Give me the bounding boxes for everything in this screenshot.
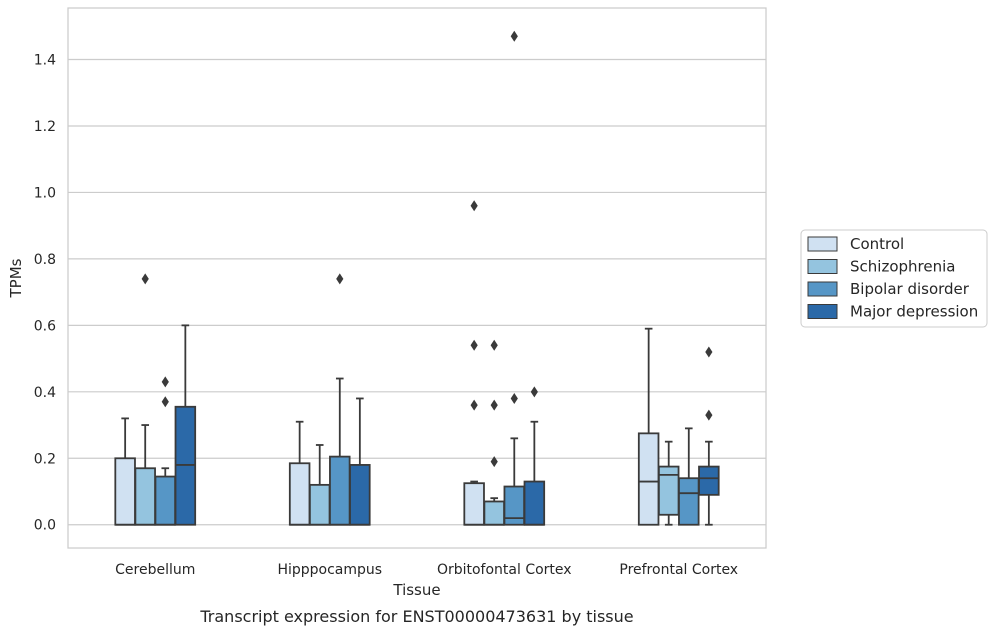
legend-label: Major depression [850, 303, 978, 321]
legend-label: Control [850, 235, 904, 253]
box [657, 465, 680, 516]
box [308, 483, 331, 526]
legend-label: Bipolar disorder [850, 280, 970, 298]
box-group [308, 444, 331, 526]
box [349, 464, 371, 526]
box-group [698, 346, 720, 526]
box-group [503, 30, 526, 526]
box-group [114, 417, 136, 526]
box [134, 467, 156, 526]
outlier-point [510, 392, 518, 404]
box-group [349, 397, 371, 526]
box [288, 462, 311, 526]
box [698, 465, 720, 496]
box [503, 485, 526, 526]
legend-label: Schizophrenia [850, 258, 955, 276]
outlier-point [470, 399, 478, 411]
legend-swatch [807, 259, 838, 274]
outlier-point [470, 200, 478, 212]
y-tick-label: 0.8 [34, 252, 56, 268]
box [463, 482, 485, 526]
legend-swatch [807, 304, 838, 319]
box-group [678, 427, 700, 526]
outlier-point [705, 346, 713, 358]
y-tick-labels: 0.0 0.2 0.4 0.6 0.8 1.0 1.2 1.4 [34, 53, 56, 534]
x-axis-title: Tissue [392, 581, 440, 599]
y-axis-title: TPMs [7, 258, 25, 298]
x-tick-labels: Cerebellum Hipppocampus Orbitofontal Corte… [115, 562, 738, 578]
outlier-point [141, 273, 149, 285]
y-tick-label: 0.4 [34, 385, 56, 401]
outlier-point [470, 339, 478, 351]
y-tick-label: 0.0 [34, 518, 56, 534]
box-group [174, 324, 197, 526]
y-tick-label: 1.2 [34, 119, 56, 135]
x-tick-label: Prefrontal Cortex [619, 562, 738, 578]
legend: Control Schizophrenia Bipolar disorder Majo… [800, 229, 988, 328]
box-group [657, 440, 680, 526]
x-tick-label: Cerebellum [115, 562, 195, 578]
outlier-point [490, 456, 498, 468]
box-group [134, 273, 156, 526]
box [483, 500, 505, 526]
box [637, 432, 660, 526]
y-tick-label: 1.0 [34, 185, 56, 201]
box-group [463, 200, 485, 526]
box [678, 477, 700, 526]
box-group [288, 420, 311, 526]
outlier-point [530, 386, 538, 398]
outlier-point [336, 273, 344, 285]
outlier-point [510, 30, 518, 42]
box [523, 480, 546, 526]
box-group [329, 273, 351, 526]
y-tick-label: 0.2 [34, 451, 56, 467]
x-tick-label: Orbitofontal Cortex [437, 562, 572, 578]
box-group [483, 339, 505, 526]
legend-swatch [807, 236, 838, 252]
y-tick-label: 0.6 [34, 318, 56, 334]
box [154, 475, 177, 526]
outlier-point [490, 339, 498, 351]
legend-swatch [807, 281, 838, 297]
outlier-point [705, 409, 713, 421]
boxes-layer [114, 30, 720, 526]
legend-frame [800, 229, 988, 328]
box [114, 457, 136, 526]
outlier-point [161, 376, 169, 388]
plot-frame [67, 7, 767, 549]
box [329, 455, 351, 526]
box-group [523, 386, 546, 526]
outlier-point [161, 396, 169, 408]
outlier-point [490, 399, 498, 411]
y-tick-label: 1.4 [34, 53, 56, 69]
x-tick-label: Hipppocampus [277, 562, 382, 578]
chart-caption: Transcript expression for ENST0000047363… [199, 607, 633, 626]
